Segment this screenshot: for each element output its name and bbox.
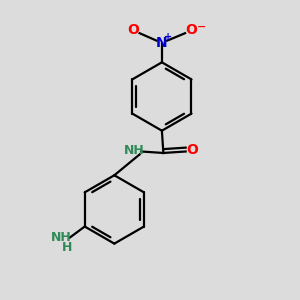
Text: O: O	[186, 143, 198, 157]
Text: O: O	[128, 23, 140, 37]
Text: +: +	[164, 32, 172, 42]
Text: N: N	[156, 36, 168, 50]
Text: H: H	[62, 242, 73, 254]
Text: −: −	[197, 22, 207, 32]
Text: NH: NH	[51, 231, 72, 244]
Text: NH: NH	[124, 144, 145, 157]
Text: O: O	[185, 23, 197, 37]
